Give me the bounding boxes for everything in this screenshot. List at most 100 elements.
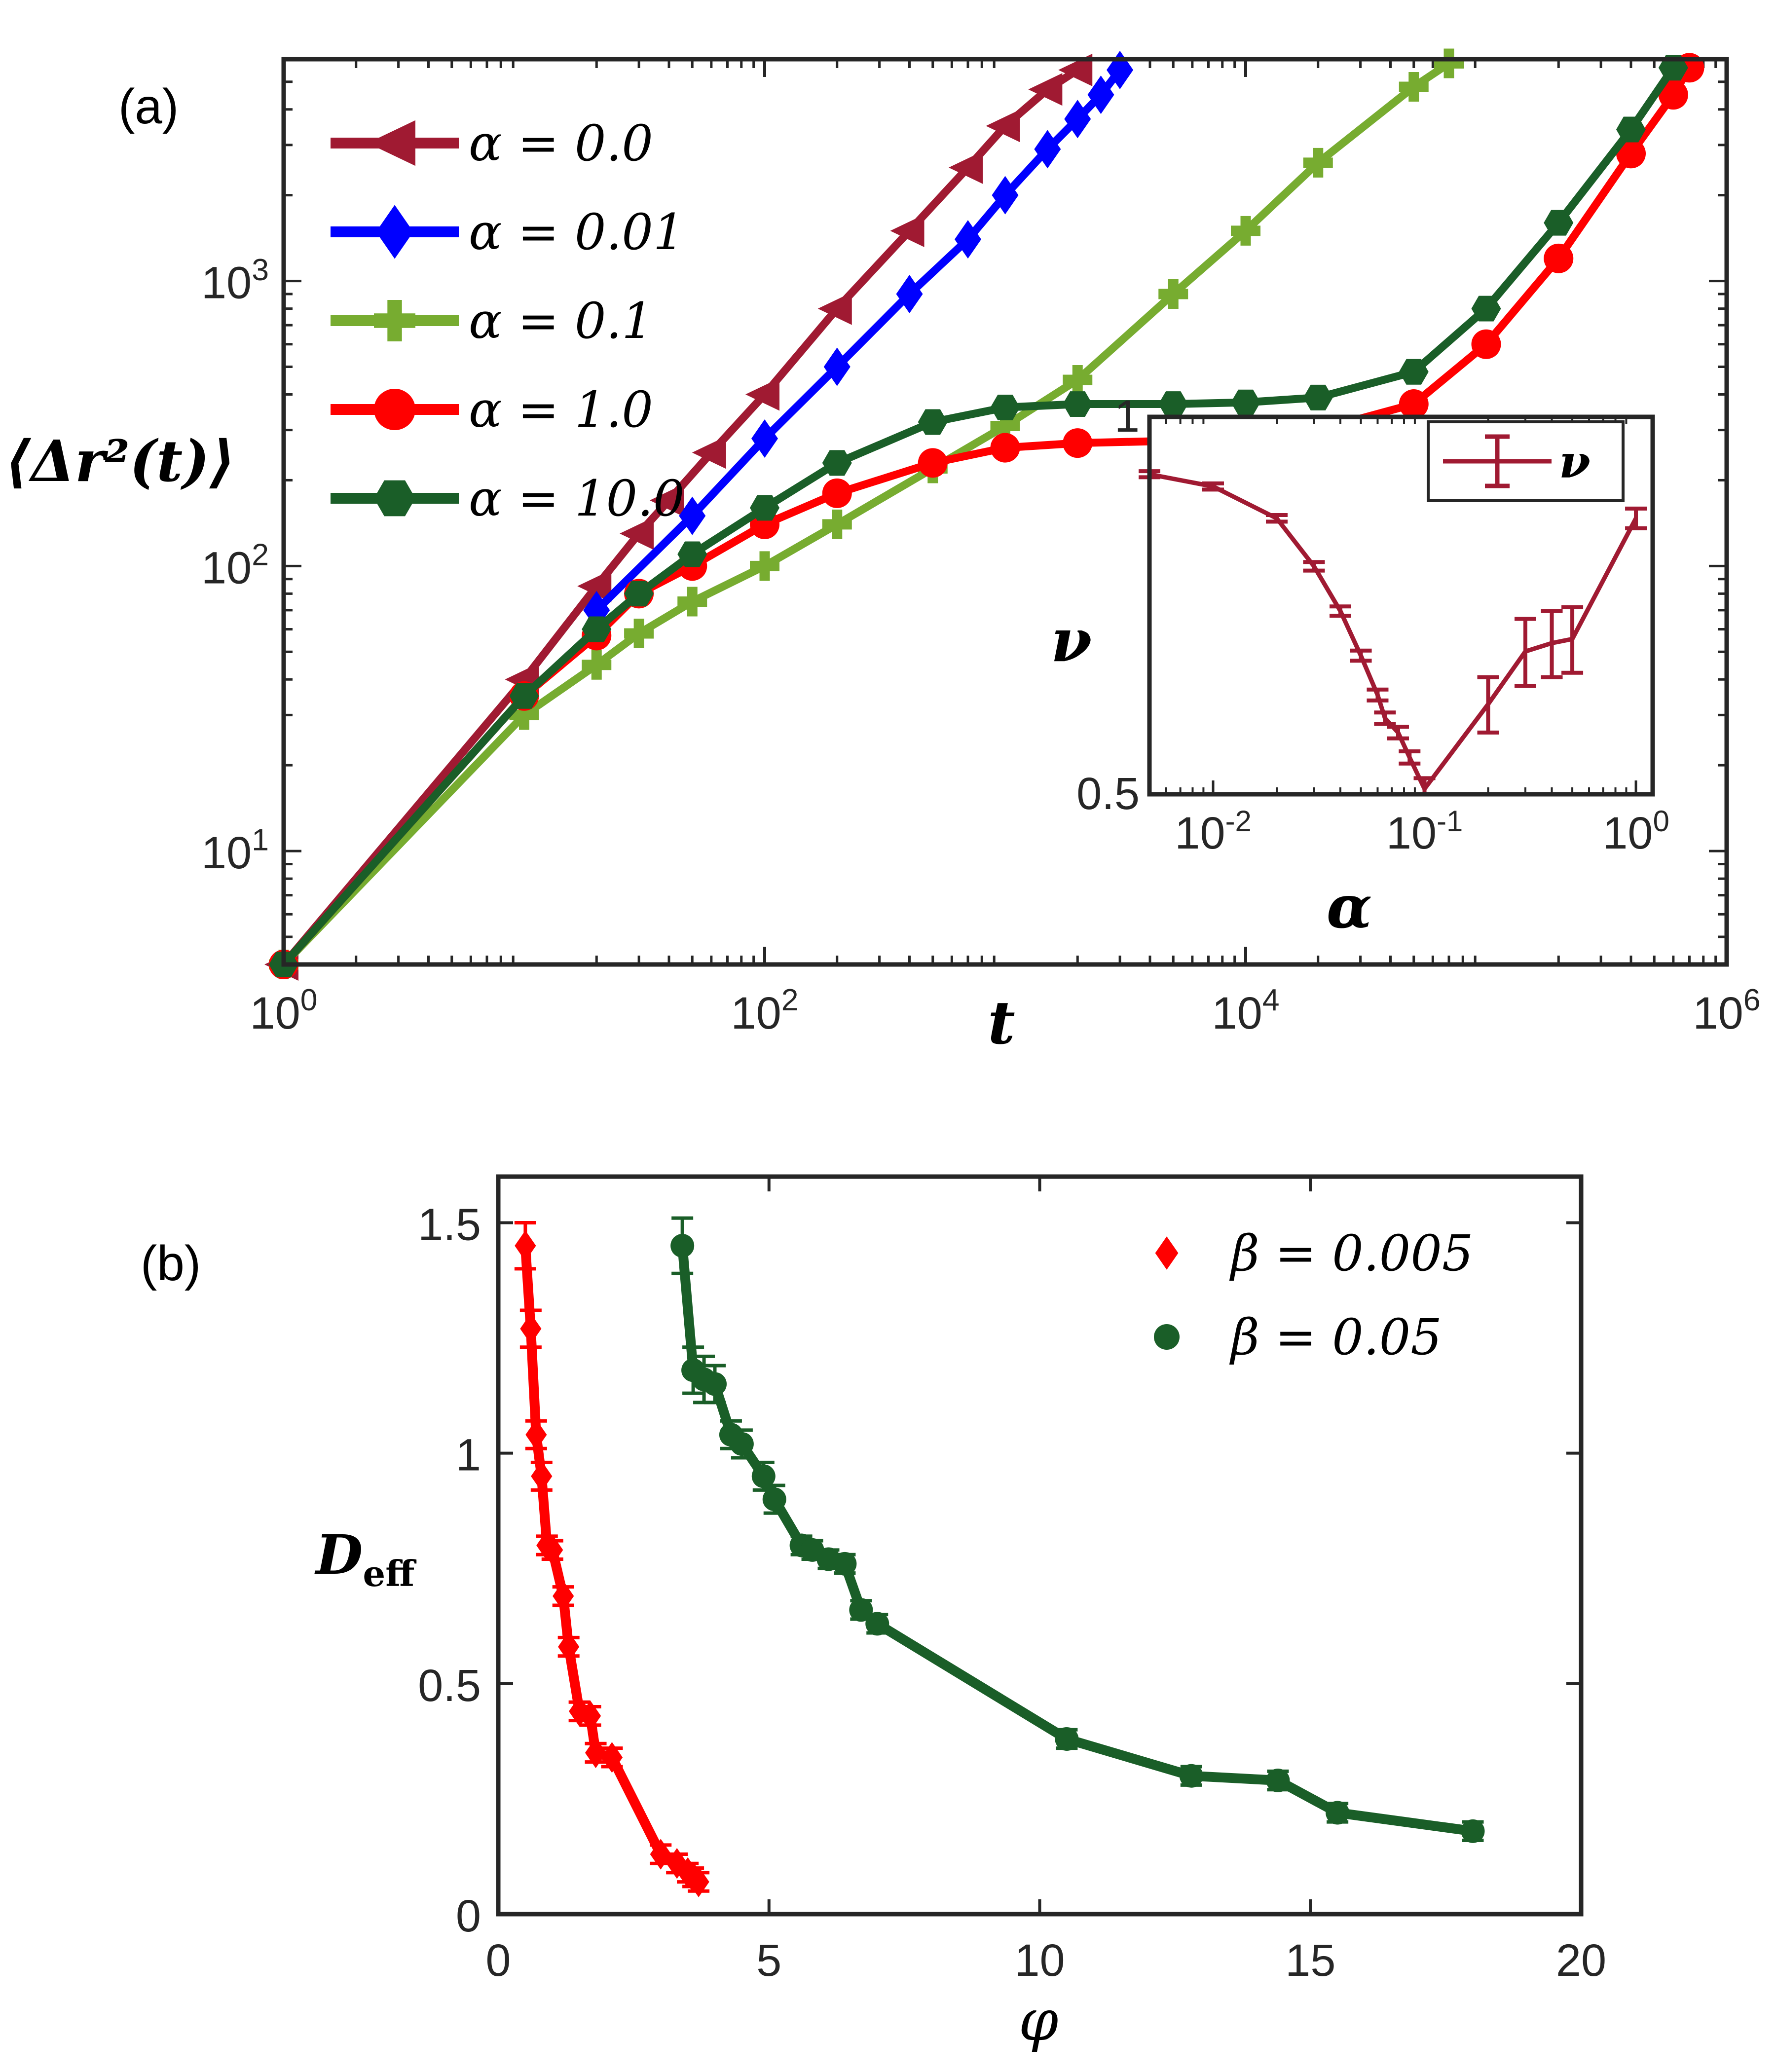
b-data-point	[520, 1313, 542, 1344]
inset-error-bar	[1350, 648, 1372, 663]
b-y-tick-label: 1.5	[418, 1199, 481, 1250]
main-data-point	[992, 176, 1019, 215]
b-data-point	[1461, 1819, 1485, 1843]
main-legend-label: α = 10.0	[469, 470, 685, 527]
b-axis-box	[496, 1174, 1584, 1917]
main-data-point	[990, 394, 1020, 420]
main-data-point	[692, 436, 726, 469]
main-data-point	[750, 551, 779, 581]
b-legend-marker	[1155, 1236, 1179, 1270]
main-data-point	[1399, 359, 1429, 385]
main-data-point	[954, 220, 981, 259]
main-data-point	[509, 683, 539, 709]
b-data-point	[601, 1742, 623, 1773]
inset-error-bar	[1367, 687, 1389, 703]
main-data-point	[650, 484, 684, 517]
main-data-point	[986, 110, 1020, 143]
main-data-point	[1034, 130, 1061, 169]
main-legend-label: α = 0.0	[469, 114, 653, 172]
b-legend-label: β = 0.05	[1229, 1308, 1442, 1366]
b-data-point	[762, 1487, 786, 1512]
b-data-point	[558, 1631, 580, 1663]
main-data-point	[679, 496, 706, 535]
inset-legend-marker	[1443, 434, 1552, 488]
main-data-point	[624, 619, 654, 649]
b-data-point	[688, 1866, 709, 1897]
b-y-axis-label: Deff	[314, 1523, 416, 1594]
main-legend-marker	[376, 205, 413, 259]
main-x-axis-label: t	[988, 988, 1015, 1058]
inset-error-bar	[1515, 617, 1536, 688]
inset-error-bar	[1561, 605, 1584, 675]
main-data-point	[1399, 389, 1429, 419]
main-data-point	[1544, 243, 1574, 273]
inset-error-bar	[1387, 725, 1409, 740]
main-data-point	[918, 448, 948, 478]
main-x-tick-label: 104	[1212, 983, 1279, 1038]
b-data-point	[515, 1230, 536, 1261]
main-data-point	[1303, 384, 1333, 410]
main-y-tick-label: 102	[201, 538, 269, 593]
main-data-point	[1107, 50, 1134, 89]
inset-y-tick-label: 0.5	[1076, 769, 1140, 819]
b-data-point	[542, 1534, 563, 1566]
main-data-point	[1616, 139, 1646, 169]
inset-legend-label: ν	[1559, 435, 1591, 488]
b-y-tick-label: 0.5	[418, 1661, 481, 1711]
b-data-point	[531, 1461, 553, 1492]
inset-nu-chart: 10-2 10-1 100 0.5 1 ν α ν	[1051, 391, 1669, 942]
main-legend-marker	[374, 389, 415, 430]
panel-b-deff-chart: 0 5 10 15 20 0 0.5 1 1.5 β = 0.005 β = 0.05 φ Deff	[314, 1174, 1606, 2054]
b-legend-label: β = 0.005	[1229, 1224, 1473, 1282]
main-legend-marker	[368, 120, 415, 166]
main-data-point	[823, 347, 851, 386]
b-y-tick-label: 1	[456, 1430, 481, 1480]
inset-x-axis-label: α	[1327, 872, 1372, 942]
b-data-point	[1266, 1769, 1290, 1793]
inset-y-tick-label: 1	[1114, 391, 1140, 442]
main-data-point	[990, 433, 1020, 463]
main-data-point	[822, 450, 852, 476]
main-data-point	[620, 517, 654, 550]
b-data-point	[865, 1612, 889, 1636]
main-data-point	[624, 581, 654, 607]
main-data-point	[1471, 329, 1501, 359]
b-data-point	[1055, 1727, 1079, 1751]
b-y-tick-label: 0	[456, 1891, 481, 1941]
inset-x-tick-label: 10-1	[1386, 805, 1463, 858]
main-data-point	[1544, 210, 1574, 236]
main-y-tick-label: 101	[201, 822, 269, 878]
b-plot-area	[498, 1177, 1581, 1914]
inset-error-bar	[1303, 560, 1325, 573]
b-data-point	[1326, 1801, 1350, 1825]
b-data-point	[553, 1581, 574, 1612]
main-data-point	[677, 541, 707, 567]
inset-error-bar	[1202, 481, 1224, 492]
main-data-point	[1658, 80, 1688, 110]
inset-error-bar	[1625, 506, 1647, 530]
main-legend-marker	[374, 300, 415, 341]
b-x-tick-label: 10	[1014, 1935, 1065, 1986]
b-data-point	[670, 1234, 695, 1258]
main-legend-label: α = 0.01	[469, 203, 685, 261]
b-data-point	[730, 1432, 754, 1456]
main-legend-label: α = 0.1	[469, 292, 653, 350]
main-data-point	[822, 478, 852, 508]
main-data-point	[1303, 148, 1333, 178]
main-data-point	[1063, 428, 1093, 458]
main-data-point	[1063, 365, 1093, 395]
main-data-point	[1158, 391, 1188, 417]
b-data-point	[751, 1464, 776, 1488]
main-data-point	[1028, 73, 1063, 106]
inset-error-bar	[1541, 609, 1563, 679]
b-x-axis-label: φ	[1019, 1988, 1059, 2054]
panel-label-b: (b)	[141, 1236, 201, 1291]
main-data-point	[1471, 296, 1501, 322]
inset-y-axis-label: ν	[1051, 606, 1092, 675]
b-x-tick-label: 5	[756, 1935, 781, 1986]
main-data-point	[1058, 53, 1093, 86]
main-data-point	[745, 378, 779, 411]
inset-x-tick-label: 10-2	[1175, 805, 1252, 858]
b-data-point	[579, 1701, 601, 1732]
